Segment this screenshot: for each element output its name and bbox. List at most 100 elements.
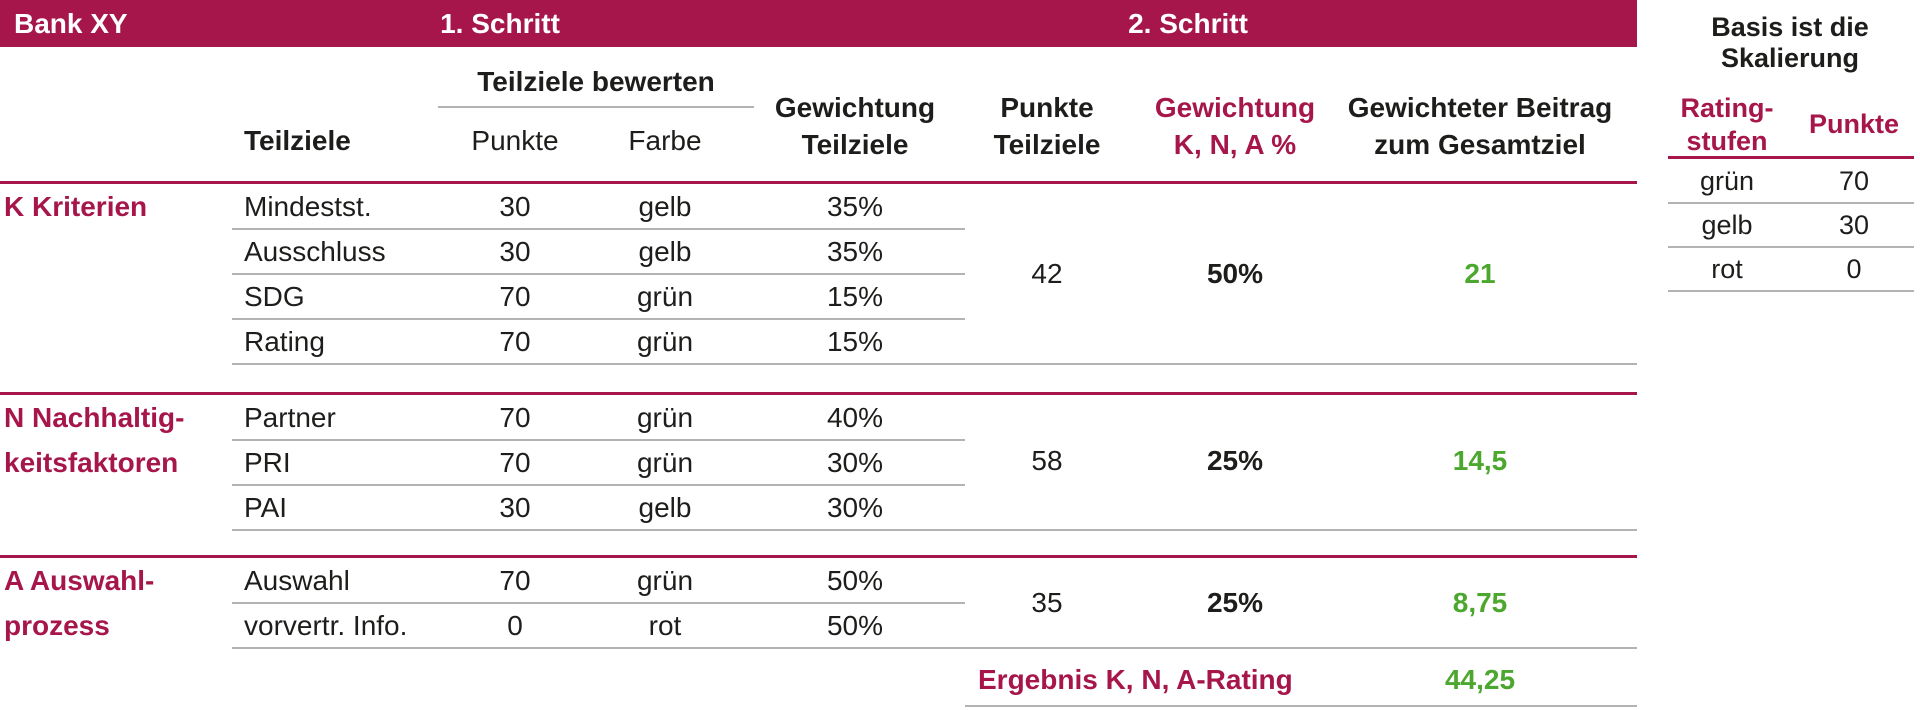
cell-punkte: 70 (499, 326, 531, 357)
value-beitrag-n: 14,5 (1452, 445, 1508, 476)
step-1-label: 1. Schritt (440, 8, 560, 39)
row-divider (232, 484, 965, 486)
header-punkte-teilziele-line1: Punkte (1000, 92, 1094, 123)
header-gewichteter-beitrag: Gewichteter Beitrag zum Gesamtziel (1340, 89, 1620, 163)
cell-teilziel: vorvertr. Info. (244, 610, 408, 641)
block-label-a-line1: A Auswahl- (4, 565, 155, 596)
cell-punkte: 0 (507, 610, 523, 641)
cell-gewichtung: 50% (826, 565, 884, 596)
table-row: PAI 30 gelb 30% (232, 485, 965, 530)
value-gewichtung-kna-n: 25% (1206, 445, 1264, 476)
value-gewichtung-kna-k: 50% (1206, 258, 1264, 289)
value-punkte-teilziele-n: 58 (1031, 445, 1063, 476)
table-row: Auswahl 70 grün 50% (232, 558, 965, 603)
result-label: Ergebnis K, N, A-Rating (978, 664, 1293, 695)
cell-farbe: gelb (638, 492, 692, 523)
cell-farbe: grün (636, 447, 694, 478)
divider-result-bottom (965, 705, 1637, 707)
header-punkte-teilziele-line2: Teilziele (993, 129, 1101, 160)
cell-farbe: grün (636, 281, 694, 312)
cell-punkte: 30 (499, 191, 531, 222)
cell-gewichtung: 35% (826, 191, 884, 222)
block-label-n-line2: keitsfaktoren (4, 447, 179, 478)
divider-block-a-bottom (232, 647, 1637, 649)
legend-cell-punkte: 0 (1846, 254, 1862, 284)
cell-punkte: 70 (499, 447, 531, 478)
cell-gewichtung: 30% (826, 492, 884, 523)
cell-farbe: grün (636, 326, 694, 357)
header-gewichteter-beitrag-line2: zum Gesamtziel (1374, 129, 1586, 160)
block-label-n-line1: N Nachhaltig- (4, 402, 185, 433)
cell-punkte: 30 (499, 492, 531, 523)
result-value: 44,25 (1444, 664, 1516, 695)
legend-header-ratingstufen-line2: stufen (1686, 126, 1768, 156)
table-row: SDG 70 grün 15% (232, 274, 965, 319)
divider-block-a-top (0, 555, 1637, 558)
legend-row: gelb 30 (1668, 204, 1914, 248)
header-gewichteter-beitrag-line1: Gewichteter Beitrag (1347, 92, 1613, 123)
legend-title: Basis ist die Skalierung (1665, 12, 1915, 74)
cell-teilziel: Mindestst. (244, 191, 372, 222)
legend-cell-stufe: rot (1711, 254, 1743, 284)
cell-farbe: grün (636, 402, 694, 433)
cell-farbe: rot (648, 610, 682, 641)
divider-block-n-top (0, 392, 1637, 395)
cell-teilziel: Partner (244, 402, 336, 433)
legend-row: grün 70 (1668, 160, 1914, 204)
block-label-a: A Auswahl- prozess (4, 558, 230, 648)
table-row: Ausschluss 30 gelb 35% (232, 229, 965, 274)
divider-block-k-bottom (232, 363, 1637, 365)
divider-teilziele-bewerten (438, 106, 754, 108)
header-punkte-teilziele: Punkte Teilziele (957, 89, 1137, 163)
table-row: vorvertr. Info. 0 rot 50% (232, 603, 965, 648)
legend-header-ratingstufen-line1: Rating- (1680, 93, 1774, 123)
cell-teilziel: PAI (244, 492, 288, 523)
bank-name: Bank XY (14, 8, 128, 39)
cell-punkte: 70 (499, 565, 531, 596)
header-teilziele: Teilziele (244, 125, 351, 156)
cell-gewichtung: 15% (826, 281, 884, 312)
cell-teilziel: SDG (244, 281, 305, 312)
divider-block-n-bottom (232, 529, 1637, 531)
legend-header-ratingstufen: Rating- stufen (1668, 92, 1786, 158)
row-divider (232, 602, 965, 604)
value-punkte-teilziele-k: 42 (1031, 258, 1063, 289)
legend-cell-punkte: 30 (1838, 210, 1870, 240)
row-divider (232, 273, 965, 275)
legend-cell-stufe: gelb (1701, 210, 1753, 240)
block-label-k-line1: K Kriterien (4, 191, 148, 222)
cell-gewichtung: 35% (826, 236, 884, 267)
step-2-label: 2. Schritt (1128, 8, 1248, 39)
value-gewichtung-kna-a: 25% (1206, 587, 1264, 618)
legend-cell-stufe: grün (1699, 166, 1755, 196)
cell-punkte: 70 (499, 281, 531, 312)
cell-punkte: 70 (499, 402, 531, 433)
cell-teilziel: Auswahl (244, 565, 350, 596)
cell-punkte: 30 (499, 236, 531, 267)
cell-gewichtung: 30% (826, 447, 884, 478)
legend-row: rot 0 (1668, 248, 1914, 292)
divider-legend-header (1668, 156, 1914, 159)
legend-title-line2: Skalierung (1720, 43, 1860, 73)
legend-cell-punkte: 70 (1838, 166, 1870, 196)
header-gewichtung-teilziele-line2: Teilziele (801, 129, 909, 160)
row-divider (232, 439, 965, 441)
divider-block-k-top (0, 181, 1637, 184)
table-row: PRI 70 grün 30% (232, 440, 965, 485)
block-label-a-line2: prozess (4, 610, 110, 641)
header-gewichtung-teilziele-line1: Gewichtung (774, 92, 936, 123)
header-teilziele-bewerten: Teilziele bewerten (477, 66, 715, 97)
block-label-n: N Nachhaltig- keitsfaktoren (4, 395, 230, 485)
value-beitrag-k: 21 (1464, 258, 1496, 289)
cell-farbe: grün (636, 565, 694, 596)
table-row: Rating 70 grün 15% (232, 319, 965, 364)
header-gewichtung-kna: Gewichtung K, N, A % (1145, 89, 1325, 163)
cell-teilziel: PRI (244, 447, 291, 478)
header-farbe: Farbe (628, 125, 702, 156)
title-bar: Bank XY 1. Schritt 2. Schritt (0, 0, 1637, 47)
cell-farbe: gelb (638, 236, 692, 267)
cell-gewichtung: 50% (826, 610, 884, 641)
cell-farbe: gelb (638, 191, 692, 222)
row-divider (232, 318, 965, 320)
